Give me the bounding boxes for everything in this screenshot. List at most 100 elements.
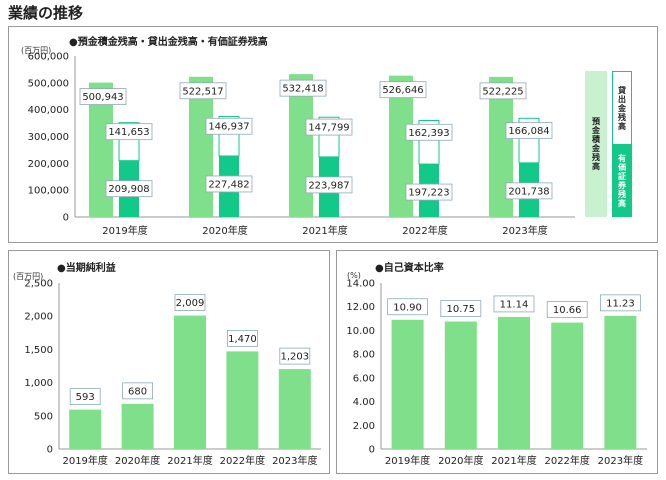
net-income-bar-chart: 0 500 1,000 1,500 2,000 2,500 593 2019年度 680 2020… — [24, 279, 321, 467]
net-income-panel: ●当期純利益 (百万円) 0 500 1,000 1,500 2,000 2,500 593… — [8, 250, 330, 474]
x-tick-label: 2022年度 — [544, 454, 589, 467]
deposits-loans-securities-panel: ●預金積金残高・貸出金残高・有価証券残高 (百万円) 0 100,000 200,0… — [8, 26, 658, 243]
label-deposits-box — [179, 82, 227, 100]
label-loans-box — [105, 123, 153, 141]
y-unit-label: (百万円) — [21, 46, 52, 55]
y-tick-label: 1,000 — [24, 378, 53, 389]
data-label: 1,470 — [228, 334, 257, 345]
data-label-box — [546, 301, 588, 319]
x-tick-label: 2020年度 — [115, 454, 160, 467]
x-tick-label: 2022年度 — [402, 224, 447, 237]
bar — [551, 322, 584, 449]
data-label: 11.23 — [606, 298, 635, 309]
bar — [604, 315, 637, 449]
label-loans-box — [205, 117, 253, 135]
y-tick-label: 14.00 — [346, 279, 375, 290]
bar — [121, 403, 154, 449]
y-tick-label: 1,500 — [24, 345, 53, 356]
data-label-box — [493, 295, 535, 313]
label-securities-box — [105, 180, 153, 198]
x-tick-label: 2019年度 — [62, 454, 107, 467]
x-tick-label: 2021年度 — [491, 454, 536, 467]
label-securities-box — [205, 175, 253, 193]
y-unit-label: (%) — [347, 271, 361, 280]
data-label-box — [174, 294, 206, 312]
bar — [174, 315, 206, 449]
y-tick-label: 2,500 — [24, 279, 53, 290]
label-deposits: 500,943 — [82, 92, 123, 103]
y-tick-label: 0 — [63, 213, 69, 224]
y-tick-label: 2.00 — [353, 421, 375, 432]
x-tick-label: 2020年度 — [438, 454, 483, 467]
x-tick-label: 2021年度 — [167, 454, 212, 467]
y-tick-label: 0 — [47, 445, 53, 456]
balances-bar-chart: 0 100,000 200,000 300,000 400,000 500,000 600,… — [28, 52, 575, 237]
label-loans: 146,937 — [208, 122, 249, 133]
data-label-box — [387, 298, 428, 316]
x-tick-label: 2019年度 — [385, 454, 430, 467]
data-label-box — [69, 388, 101, 406]
label-loans-box — [405, 123, 453, 141]
data-label: 10.66 — [553, 305, 582, 316]
label-securities: 223,987 — [308, 180, 349, 191]
x-tick-label: 2023年度 — [272, 454, 317, 467]
y-tick-label: 500,000 — [28, 78, 69, 89]
data-label: 680 — [128, 386, 147, 397]
y-tick-label: 0 — [369, 445, 375, 456]
data-label: 11.14 — [500, 299, 529, 310]
legend-loans: 貸出金残高 — [612, 71, 632, 145]
capital-ratio-panel: ●自己資本比率 (%) 0 2.00 4.00 6.00 8.00 10.00 12.00 1… — [336, 250, 658, 474]
label-deposits: 522,225 — [482, 86, 523, 97]
bar — [391, 319, 424, 449]
label-loans-box — [505, 122, 553, 139]
label-deposits-box — [379, 81, 427, 99]
x-tick-label: 2023年度 — [598, 454, 643, 467]
y-tick-label: 8.00 — [353, 350, 375, 361]
bar — [226, 351, 259, 449]
label-securities: 201,738 — [508, 186, 549, 197]
page-title: 業績の推移 — [8, 4, 84, 22]
bar-deposits — [189, 76, 213, 217]
label-securities: 197,223 — [408, 188, 449, 199]
label-securities: 227,482 — [208, 179, 249, 190]
label-securities: 209,908 — [108, 184, 149, 195]
label-securities-box — [505, 182, 553, 200]
data-label: 1,203 — [280, 352, 309, 363]
y-tick-label: 400,000 — [28, 105, 69, 116]
chart-title: ●当期純利益 — [57, 263, 116, 274]
label-deposits-box — [279, 79, 327, 97]
x-tick-label: 2019年度 — [102, 224, 147, 237]
label-deposits: 526,646 — [382, 85, 423, 96]
data-label: 10.75 — [446, 304, 475, 315]
data-label-box — [440, 300, 482, 317]
data-label-box — [226, 329, 258, 347]
y-tick-label: 300,000 — [28, 132, 69, 143]
label-loans: 147,799 — [308, 123, 349, 134]
y-tick-label: 10.00 — [346, 326, 375, 337]
bar — [69, 409, 102, 449]
bar — [278, 369, 311, 449]
label-loans-box — [305, 118, 353, 136]
data-label: 10.90 — [393, 302, 422, 313]
data-label-box — [279, 347, 311, 365]
y-tick-label: 600,000 — [28, 52, 69, 63]
x-tick-label: 2021年度 — [302, 224, 347, 237]
bar — [444, 321, 477, 449]
data-label-box — [122, 382, 153, 400]
label-deposits: 532,418 — [282, 84, 323, 95]
label-loans: 166,084 — [508, 126, 549, 137]
chart-title: ●預金積金残高・貸出金残高・有価証券残高 — [69, 37, 268, 48]
y-tick-label: 4.00 — [353, 397, 375, 408]
legend-deposits: 預金積金残高 — [585, 71, 607, 217]
chart-title: ●自己資本比率 — [375, 263, 444, 274]
y-tick-label: 100,000 — [28, 186, 69, 197]
label-loans: 162,393 — [408, 128, 449, 139]
y-tick-label: 6.00 — [353, 373, 375, 384]
label-securities-box — [305, 176, 353, 194]
y-tick-label: 12.00 — [346, 302, 375, 313]
bar — [498, 316, 530, 449]
label-securities-box — [405, 183, 453, 201]
capital-ratio-bar-chart: 0 2.00 4.00 6.00 8.00 10.00 12.00 14.00 10.90 201… — [346, 279, 647, 467]
label-deposits: 522,517 — [182, 86, 223, 97]
y-tick-label: 500 — [34, 411, 53, 422]
